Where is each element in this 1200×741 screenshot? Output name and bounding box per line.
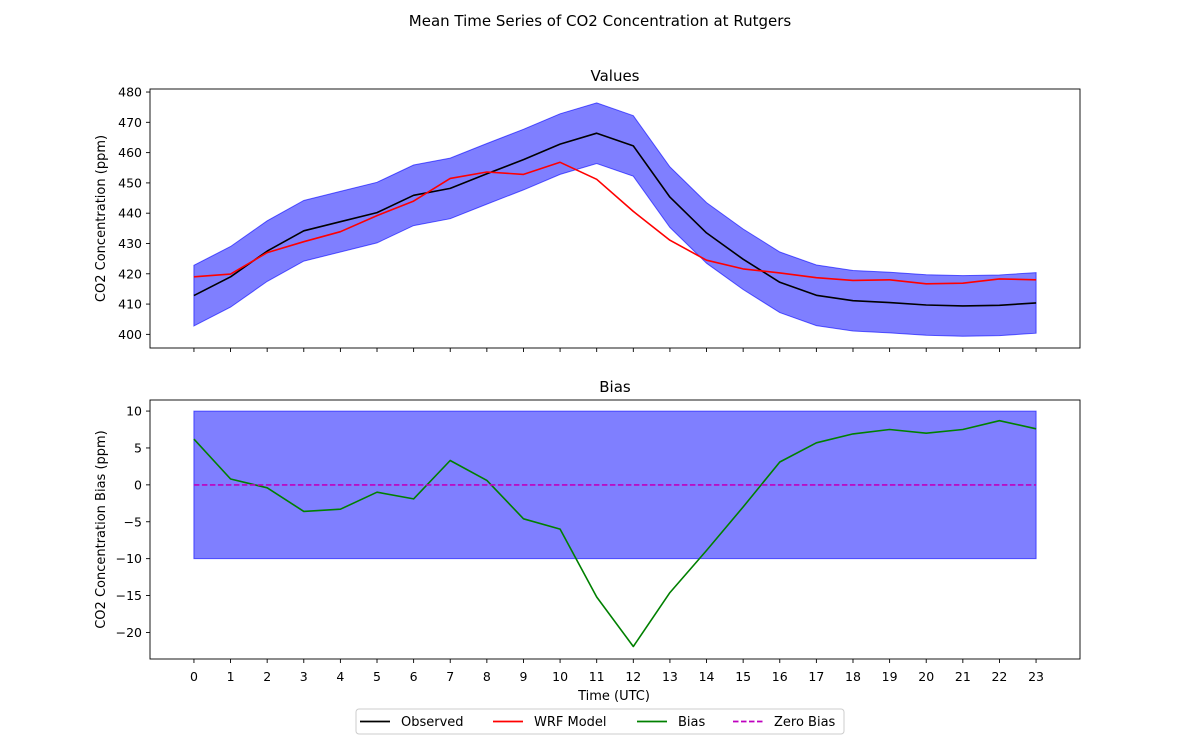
x-tick-label: 19: [882, 669, 898, 684]
x-tick-label: 23: [1028, 669, 1044, 684]
x-tick-label: 8: [483, 669, 491, 684]
y-axis-label: CO2 Concentration (ppm): [94, 135, 109, 302]
legend-label: Zero Bias: [774, 715, 836, 730]
y-tick-label: −10: [116, 551, 142, 566]
x-tick-label: 4: [336, 669, 344, 684]
y-tick-label: 450: [118, 175, 142, 190]
series-line-observed: [193, 132, 1037, 307]
x-tick-label: 20: [918, 669, 934, 684]
y-tick-label: 470: [118, 115, 142, 130]
x-tick-label: 16: [772, 669, 788, 684]
y-tick-label: 420: [118, 266, 142, 281]
x-tick-label: 11: [589, 669, 605, 684]
x-tick-label: 6: [410, 669, 418, 684]
x-tick-label: 22: [991, 669, 1007, 684]
y-axis-label: CO2 Concentration Bias (ppm): [94, 430, 109, 629]
x-axis-label: Time (UTC): [577, 689, 650, 704]
figure-suptitle: Mean Time Series of CO2 Concentration at…: [409, 12, 792, 30]
plot-frame: [149, 88, 1081, 349]
x-tick-label: 7: [446, 669, 454, 684]
y-tick-label: 440: [118, 206, 142, 221]
y-tick-label: −15: [116, 588, 142, 603]
panel-title: Values: [590, 67, 639, 85]
x-tick-label: 10: [552, 669, 568, 684]
y-tick-label: 410: [118, 297, 142, 312]
y-tick-label: 400: [118, 327, 142, 342]
y-tick-label: 0: [134, 477, 142, 492]
series-line-bias: [193, 419, 1037, 648]
legend-label: WRF Model: [534, 715, 607, 730]
legend-label: Observed: [401, 715, 464, 730]
x-tick-label: 1: [227, 669, 235, 684]
y-tick-label: 460: [118, 145, 142, 160]
plot-frame: [149, 399, 1081, 660]
y-tick-label: 430: [118, 236, 142, 251]
panel-title: Bias: [599, 378, 631, 396]
y-tick-label: −5: [124, 514, 142, 529]
y-tick-label: −20: [116, 625, 142, 640]
y-tick-label: 5: [134, 440, 142, 455]
x-tick-label: 14: [699, 669, 715, 684]
x-tick-label: 15: [735, 669, 751, 684]
x-tick-label: 9: [519, 669, 527, 684]
x-tick-label: 17: [808, 669, 824, 684]
uncertainty-band: [193, 102, 1037, 337]
series-line-wrf-model: [193, 161, 1037, 285]
x-tick-label: 2: [263, 669, 271, 684]
x-tick-label: 12: [625, 669, 641, 684]
x-tick-label: 0: [190, 669, 198, 684]
legend-box: [355, 708, 845, 735]
x-tick-label: 21: [955, 669, 971, 684]
legend-label: Bias: [678, 715, 705, 730]
x-tick-label: 3: [300, 669, 308, 684]
x-tick-label: 18: [845, 669, 861, 684]
legend: Observed WRF Model Bias Zero Bias: [355, 708, 845, 735]
y-tick-label: 10: [126, 404, 142, 419]
values-panel: 400 410 420 430 440 450 460 470 480 Values CO2 Con…: [94, 67, 1081, 352]
x-tick-label: 5: [373, 669, 381, 684]
y-tick-label: 480: [118, 85, 142, 100]
x-tick-label: 13: [662, 669, 678, 684]
